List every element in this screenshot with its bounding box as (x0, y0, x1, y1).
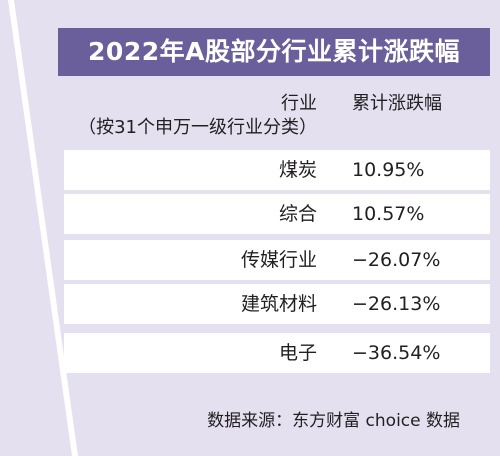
table-cell-change: −26.07% (352, 249, 441, 271)
chart-title: 2022年A股部分行业累计涨跌幅 (88, 37, 460, 66)
source-note: 数据来源：东方财富 choice 数据 (207, 411, 460, 431)
table-cell-change: 10.95% (352, 159, 425, 181)
table-cell-change: 10.57% (352, 203, 425, 225)
table-row-band (64, 240, 490, 280)
table-cell-change: −26.13% (352, 293, 441, 315)
table-row-band (64, 194, 490, 234)
table-cell-change: −36.54% (352, 342, 441, 364)
table-cell-industry: 电子 (278, 342, 317, 364)
table-cell-industry: 综合 (278, 203, 317, 225)
table-row-band (64, 284, 490, 324)
column-header-industry: 行业 (281, 93, 317, 114)
table-cell-industry: 传媒行业 (240, 249, 317, 271)
table-cell-industry: 建筑材料 (240, 293, 317, 315)
table-row-band (64, 150, 490, 190)
title-bar (58, 28, 490, 76)
column-header-industry-note: （按31个申万一级行业分类） (78, 117, 317, 138)
column-header-change: 累计涨跌幅 (352, 93, 442, 114)
table-row-band (64, 333, 490, 373)
table-cell-industry: 煤炭 (278, 159, 317, 181)
